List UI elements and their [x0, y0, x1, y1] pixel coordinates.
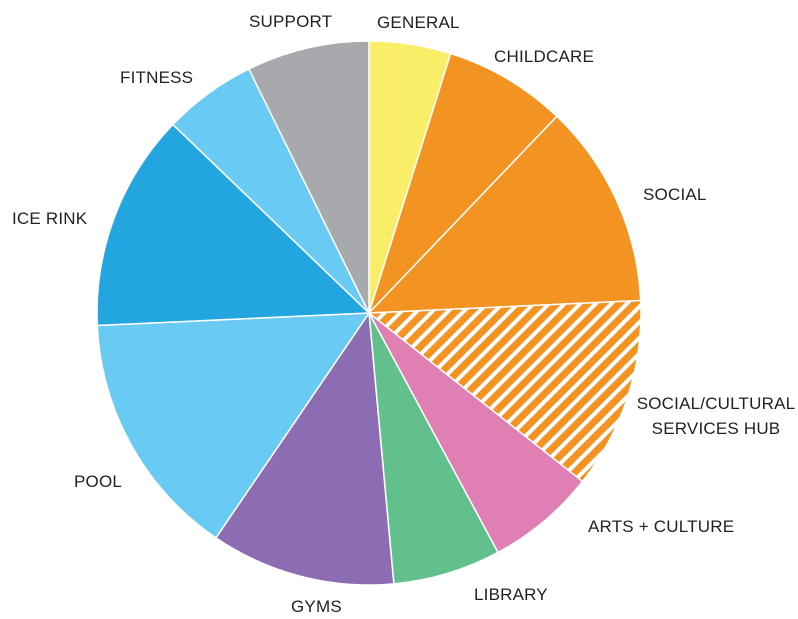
- pie-slice-gyms: [215, 312, 395, 586]
- slice-label-support: SUPPORT: [249, 12, 332, 31]
- pie-slice-arts-culture: [368, 312, 584, 554]
- pie-labels: GENERAL CHILDCARE SOCIAL SOCIAL/CULTURAL SER…: [12, 12, 795, 616]
- slice-label-library: LIBRARY: [474, 585, 548, 604]
- slice-label-pool: POOL: [74, 472, 122, 491]
- slice-label-social: SOCIAL: [643, 185, 707, 204]
- slice-label-gyms: GYMS: [291, 597, 342, 616]
- slice-label-social-cultural-services-hub: SOCIAL/CULTURAL SERVICES HUB: [637, 394, 796, 438]
- pie-slice-ice-rink: [96, 123, 370, 327]
- slice-label-childcare: CHILDCARE: [494, 47, 594, 66]
- pie-slice-childcare: [368, 52, 558, 314]
- slice-label-ice-rink: ICE RINK: [12, 209, 88, 228]
- pie-slice-social-cultural-services-hub: [368, 299, 642, 483]
- slice-label-general: GENERAL: [377, 13, 460, 32]
- pie-slice-pool: [96, 312, 370, 539]
- slice-label-fitness: FITNESS: [120, 68, 193, 87]
- pie-slice-social: [368, 115, 642, 314]
- slice-label-arts-culture: ARTS + CULTURE: [588, 517, 734, 536]
- pie-slices: [96, 40, 642, 586]
- pie-slice-support: [248, 40, 370, 314]
